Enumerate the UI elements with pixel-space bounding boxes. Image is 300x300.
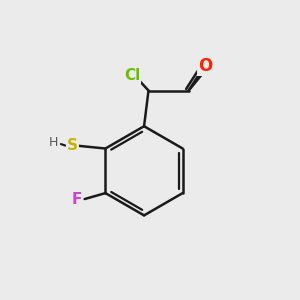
- Text: O: O: [198, 57, 212, 75]
- Text: S: S: [67, 138, 78, 153]
- Text: Cl: Cl: [124, 68, 140, 83]
- Text: F: F: [72, 191, 83, 206]
- Text: H: H: [49, 136, 58, 149]
